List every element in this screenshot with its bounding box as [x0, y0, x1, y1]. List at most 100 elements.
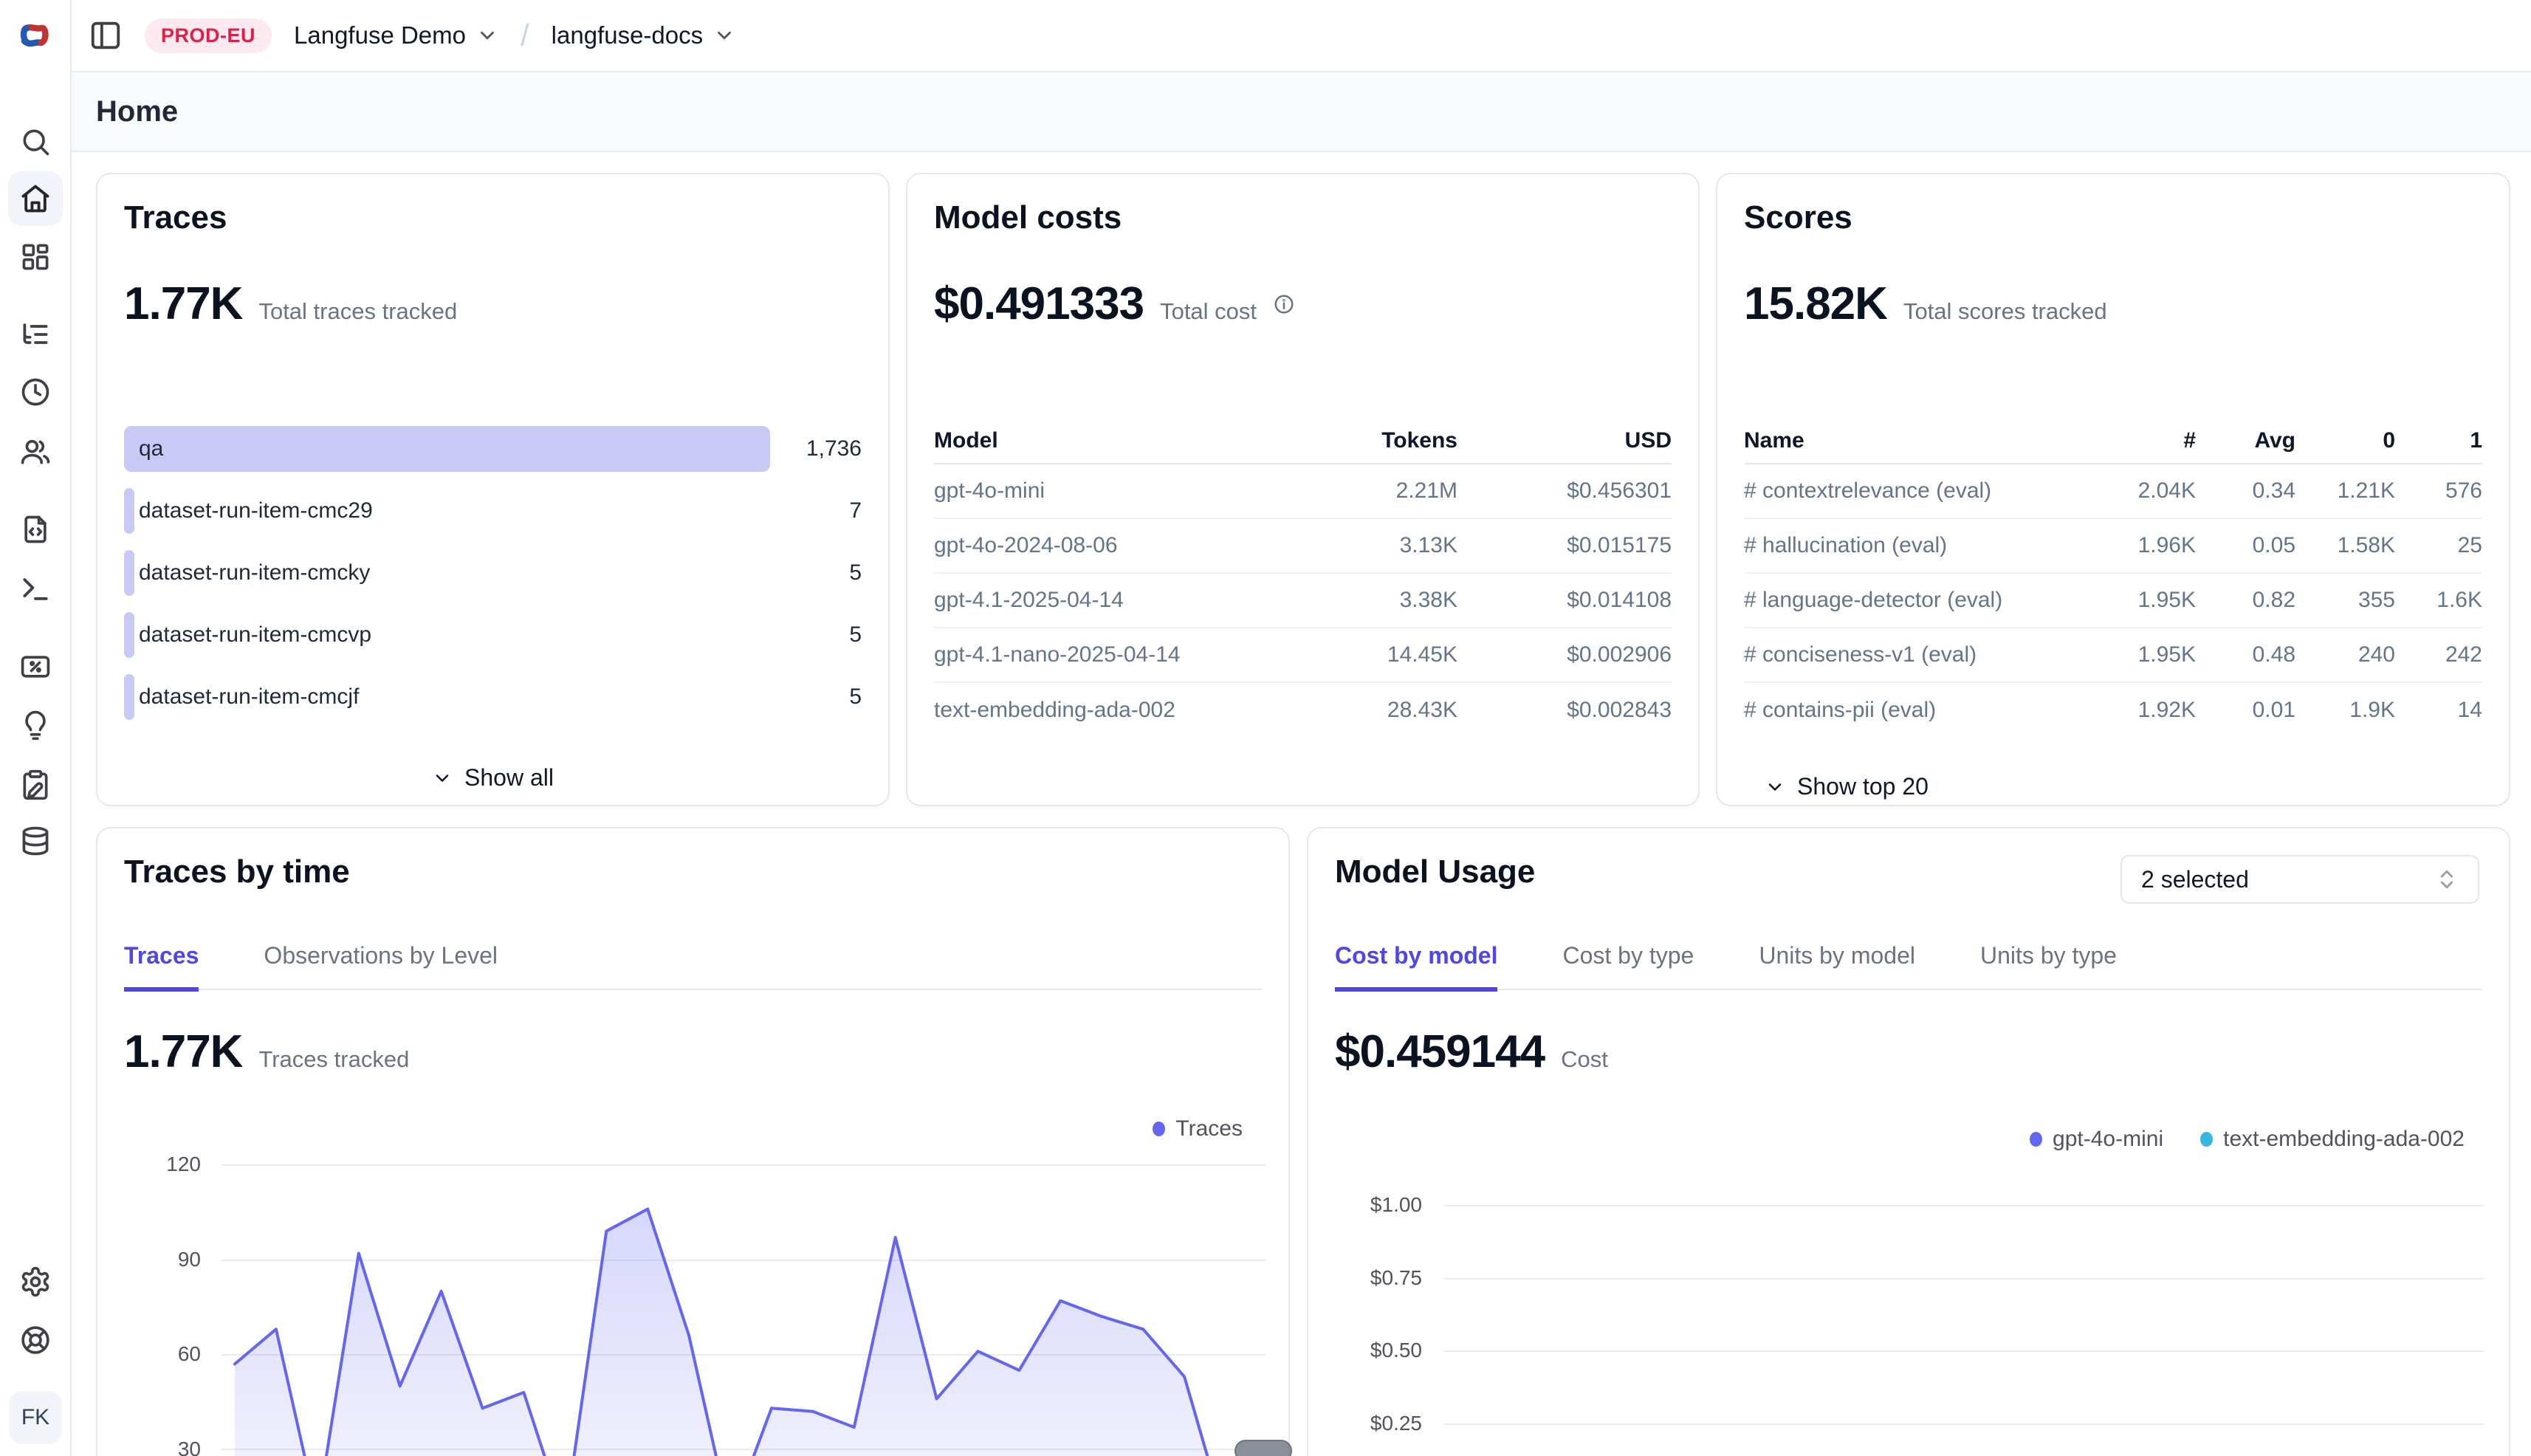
table-row[interactable]: # language-detector (eval) 1.95K 0.82 35…	[1744, 574, 2482, 628]
trace-value: 5	[849, 684, 862, 709]
table-row[interactable]: gpt-4.1-nano-2025-04-14 14.45K $0.002906	[934, 628, 1672, 683]
traces-area-fill	[235, 1209, 1208, 1456]
sidebar-item-prompts[interactable]	[18, 512, 52, 546]
column-header-model: Model	[934, 428, 998, 453]
org-switcher[interactable]: Langfuse Demo	[294, 21, 498, 49]
column-header-avg: Avg	[2254, 428, 2295, 453]
score-avg: 0.48	[2252, 642, 2295, 667]
gridline	[1444, 1278, 2484, 1280]
tokens-value: 3.13K	[1399, 533, 1457, 557]
sidebar-item-search[interactable]	[18, 125, 52, 159]
traces-total: 1.77K	[124, 278, 243, 329]
trace-list-item[interactable]: dataset-run-item-cmcjf 5	[124, 674, 862, 720]
model-usage-tabs: Cost by model Cost by type Units by mode…	[1335, 942, 2482, 992]
model-name: gpt-4.1-nano-2025-04-14	[934, 642, 1181, 667]
horizontal-scrollbar-thumb[interactable]	[1234, 1440, 1292, 1456]
trace-list-item[interactable]: dataset-run-item-cmc29 7	[124, 488, 862, 534]
tokens-value: 28.43K	[1387, 698, 1457, 722]
usage-legend-text-embedding-ada-002[interactable]: text-embedding-ada-002	[2200, 1127, 2465, 1152]
table-row[interactable]: # hallucination (eval) 1.96K 0.05 1.58K …	[1744, 519, 2482, 574]
tab-units-by-model[interactable]: Units by model	[1759, 942, 1915, 969]
database-icon	[22, 826, 49, 856]
table-row[interactable]: # contextrelevance (eval) 2.04K 0.34 1.2…	[1744, 464, 2482, 519]
sidebar-item-database[interactable]	[18, 824, 52, 858]
score-count: 1.95K	[2137, 588, 2196, 612]
model-name: gpt-4.1-2025-04-14	[934, 588, 1124, 612]
traces-line	[233, 1207, 1209, 1456]
score-name: # contains-pii (eval)	[1744, 698, 1937, 722]
sidebar-item-sessions[interactable]	[18, 375, 52, 409]
model-costs-table-header: Model Tokens USD	[934, 419, 1672, 464]
show-all-button[interactable]: Show all	[432, 764, 554, 791]
show-top-20-label: Show top 20	[1797, 773, 1929, 800]
terminal-icon	[23, 578, 48, 600]
table-row[interactable]: gpt-4.1-2025-04-14 3.38K $0.014108	[934, 574, 1672, 628]
sidebar-item-support[interactable]	[18, 1323, 52, 1357]
legend-dot-traces	[1153, 1122, 1166, 1136]
score-zero: 355	[2357, 588, 2395, 612]
y-tick-0.25: $0.25	[1370, 1412, 1422, 1435]
page-title: Home	[96, 95, 179, 128]
score-count: 1.95K	[2137, 642, 2196, 667]
show-top-20-button[interactable]: Show top 20	[1765, 773, 2482, 800]
table-row[interactable]: # conciseness-v1 (eval) 1.95K 0.48 240 2…	[1744, 628, 2482, 683]
trace-list-item[interactable]: dataset-run-item-cmcky 5	[124, 550, 862, 596]
legend-label-gpt-4o-mini: gpt-4o-mini	[2053, 1127, 2164, 1151]
table-row[interactable]: gpt-4o-2024-08-06 3.13K $0.015175	[934, 519, 1672, 574]
sidebar-item-home[interactable]	[18, 182, 52, 216]
sidebar-item-datasets[interactable]	[18, 768, 52, 802]
table-row[interactable]: gpt-4o-mini 2.21M $0.456301	[934, 464, 1672, 519]
trace-bar	[124, 488, 134, 534]
usage-legend-gpt-4o-mini[interactable]: gpt-4o-mini	[2030, 1127, 2163, 1152]
score-name: # contextrelevance (eval)	[1744, 478, 1992, 503]
trace-list-item[interactable]: qa 1,736	[124, 426, 862, 472]
usd-value: $0.014108	[1567, 588, 1672, 612]
y-tick-0.75: $0.75	[1370, 1266, 1422, 1289]
home-icon	[21, 185, 49, 213]
trace-label: dataset-run-item-cmcvp	[139, 622, 372, 647]
tab-units-by-type[interactable]: Units by type	[1979, 942, 2117, 969]
info-icon[interactable]	[1273, 293, 1295, 315]
y-tick-1.00: $1.00	[1370, 1193, 1422, 1216]
project-switcher[interactable]: langfuse-docs	[552, 21, 735, 49]
model-selector[interactable]: 2 selected	[2120, 855, 2479, 904]
model-costs-card: Model costs $0.491333 Total cost Model T…	[906, 173, 1700, 806]
langfuse-logo[interactable]	[13, 13, 58, 58]
column-header-name: Name	[1744, 428, 1804, 453]
org-name: Langfuse Demo	[294, 21, 466, 49]
usd-value: $0.002906	[1567, 642, 1672, 667]
sidebar-item-annotations[interactable]	[18, 708, 52, 742]
tokens-value: 14.45K	[1387, 642, 1457, 667]
table-row[interactable]: text-embedding-ada-002 28.43K $0.002843	[934, 683, 1672, 738]
score-zero: 1.21K	[2337, 478, 2395, 503]
table-row[interactable]: # contains-pii (eval) 1.92K 0.01 1.9K 14	[1744, 683, 2482, 738]
user-avatar[interactable]: FK	[9, 1391, 62, 1444]
y-tick-60: 60	[177, 1342, 201, 1365]
scores-total: 15.82K	[1744, 278, 1888, 329]
trace-value: 1,736	[806, 436, 862, 461]
sidebar-item-settings[interactable]	[18, 1265, 52, 1299]
sidebar-item-dashboards[interactable]	[18, 240, 52, 274]
traces-chart-legend[interactable]: Traces	[1153, 1116, 1243, 1141]
sidebar-item-evaluation[interactable]	[18, 650, 52, 684]
tab-traces[interactable]: Traces	[124, 942, 199, 992]
sidebar-item-users[interactable]	[18, 435, 52, 469]
active-nav-highlight	[8, 171, 63, 226]
tab-cost-by-type[interactable]: Cost by type	[1562, 942, 1694, 969]
trace-label: qa	[139, 436, 164, 461]
langfuse-logo-icon	[20, 24, 49, 47]
column-header-zero: 0	[2383, 428, 2395, 453]
sidebar-item-playground[interactable]	[18, 572, 52, 606]
score-count: 1.92K	[2137, 698, 2196, 722]
trace-list-item[interactable]: dataset-run-item-cmcvp 5	[124, 612, 862, 658]
trace-value: 5	[849, 622, 862, 647]
y-tick-120: 120	[166, 1153, 201, 1175]
users-icon	[21, 439, 50, 464]
dashboard-grid-icon	[22, 244, 49, 270]
sidebar-item-tracing[interactable]	[18, 317, 52, 351]
tab-cost-by-model[interactable]: Cost by model	[1335, 942, 1498, 992]
model-usage-card: Model Usage 2 selected Cost by model Cos…	[1307, 827, 2510, 1456]
tab-observations-by-level[interactable]: Observations by Level	[264, 942, 498, 969]
sidebar-toggle-button[interactable]	[89, 18, 123, 52]
